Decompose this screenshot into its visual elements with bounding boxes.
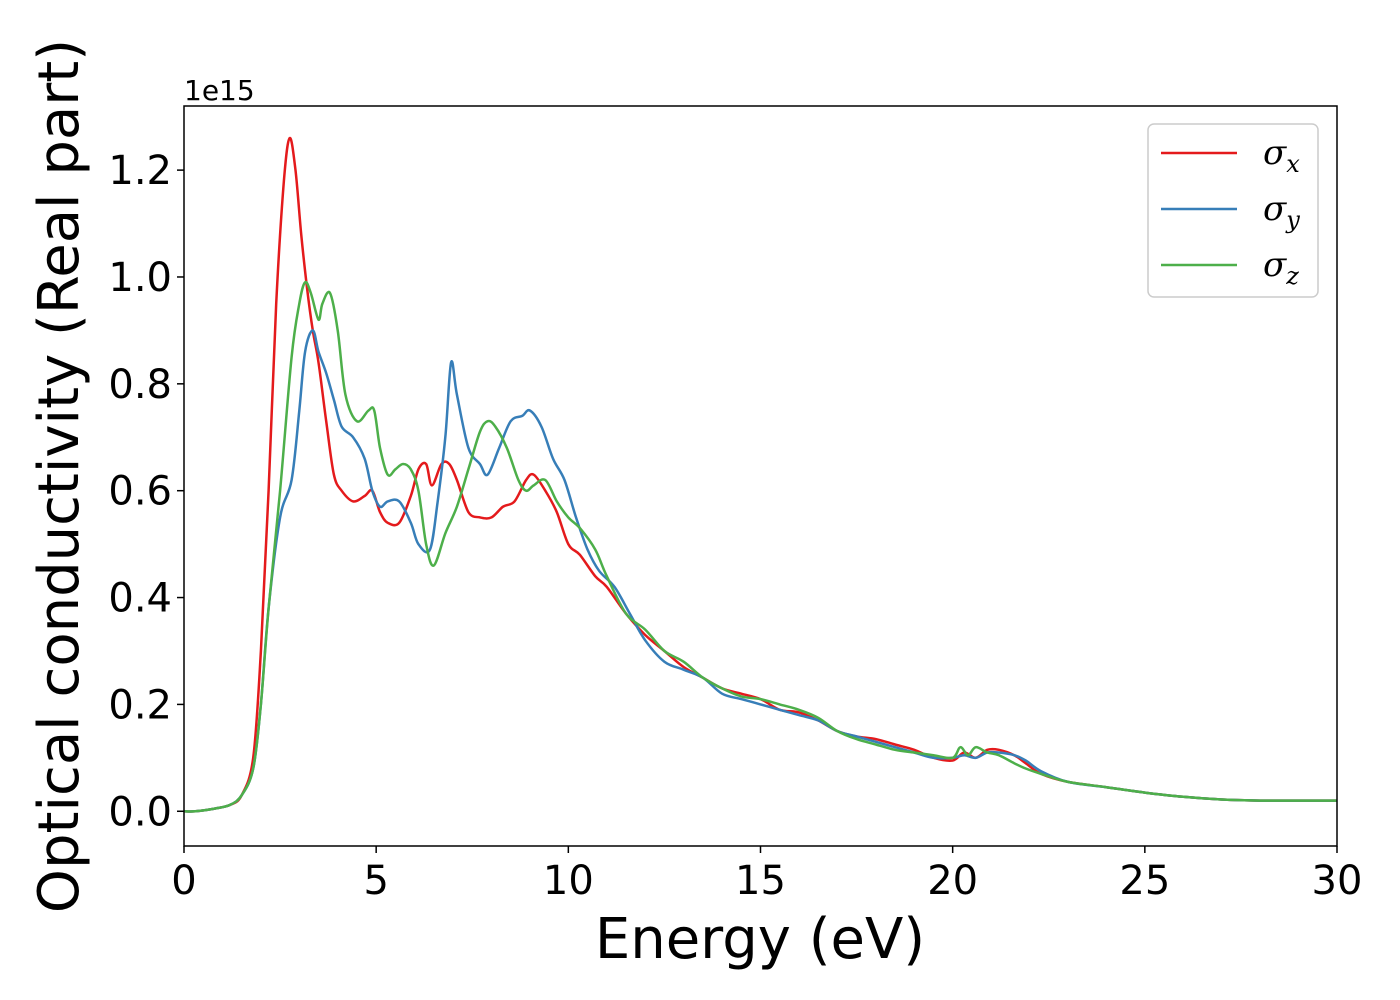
y-tick-label: 0.0 bbox=[108, 789, 172, 835]
legend-label-x: σx bbox=[1263, 133, 1300, 178]
x-tick-label: 25 bbox=[1119, 858, 1170, 904]
x-tick-label: 20 bbox=[927, 858, 978, 904]
y-tick-label: 1.2 bbox=[108, 148, 172, 194]
y-tick-label: 0.2 bbox=[108, 682, 172, 728]
x-tick-label: 30 bbox=[1312, 858, 1363, 904]
series-layer bbox=[183, 136, 1337, 813]
legend: σx σy σz bbox=[1147, 123, 1319, 298]
y-tick-label: 1.0 bbox=[108, 255, 172, 301]
x-axis-title: Energy (eV) bbox=[595, 907, 925, 972]
y-tick-label: 0.6 bbox=[108, 469, 172, 515]
series-line-z bbox=[183, 280, 1337, 813]
legend-box bbox=[1147, 123, 1319, 298]
y-offset-label: 1e15 bbox=[184, 74, 255, 107]
y-tick-label: 0.8 bbox=[108, 362, 172, 408]
x-tick-label: 10 bbox=[543, 858, 594, 904]
x-tick-label: 5 bbox=[363, 858, 388, 904]
y-axis-title: Optical conductivity (Real part) bbox=[27, 39, 92, 913]
x-axis-ticks: 0 5 10 15 20 25 30 bbox=[171, 846, 1362, 904]
legend-label-z: σz bbox=[1263, 245, 1299, 290]
legend-label-y: σy bbox=[1263, 189, 1300, 234]
y-axis-ticks: 0.0 0.2 0.4 0.6 0.8 1.0 1.2 bbox=[108, 148, 184, 835]
x-tick-label: 0 bbox=[171, 858, 196, 904]
series-line-y bbox=[183, 329, 1337, 813]
x-tick-label: 15 bbox=[735, 858, 786, 904]
y-tick-label: 0.4 bbox=[108, 576, 172, 622]
